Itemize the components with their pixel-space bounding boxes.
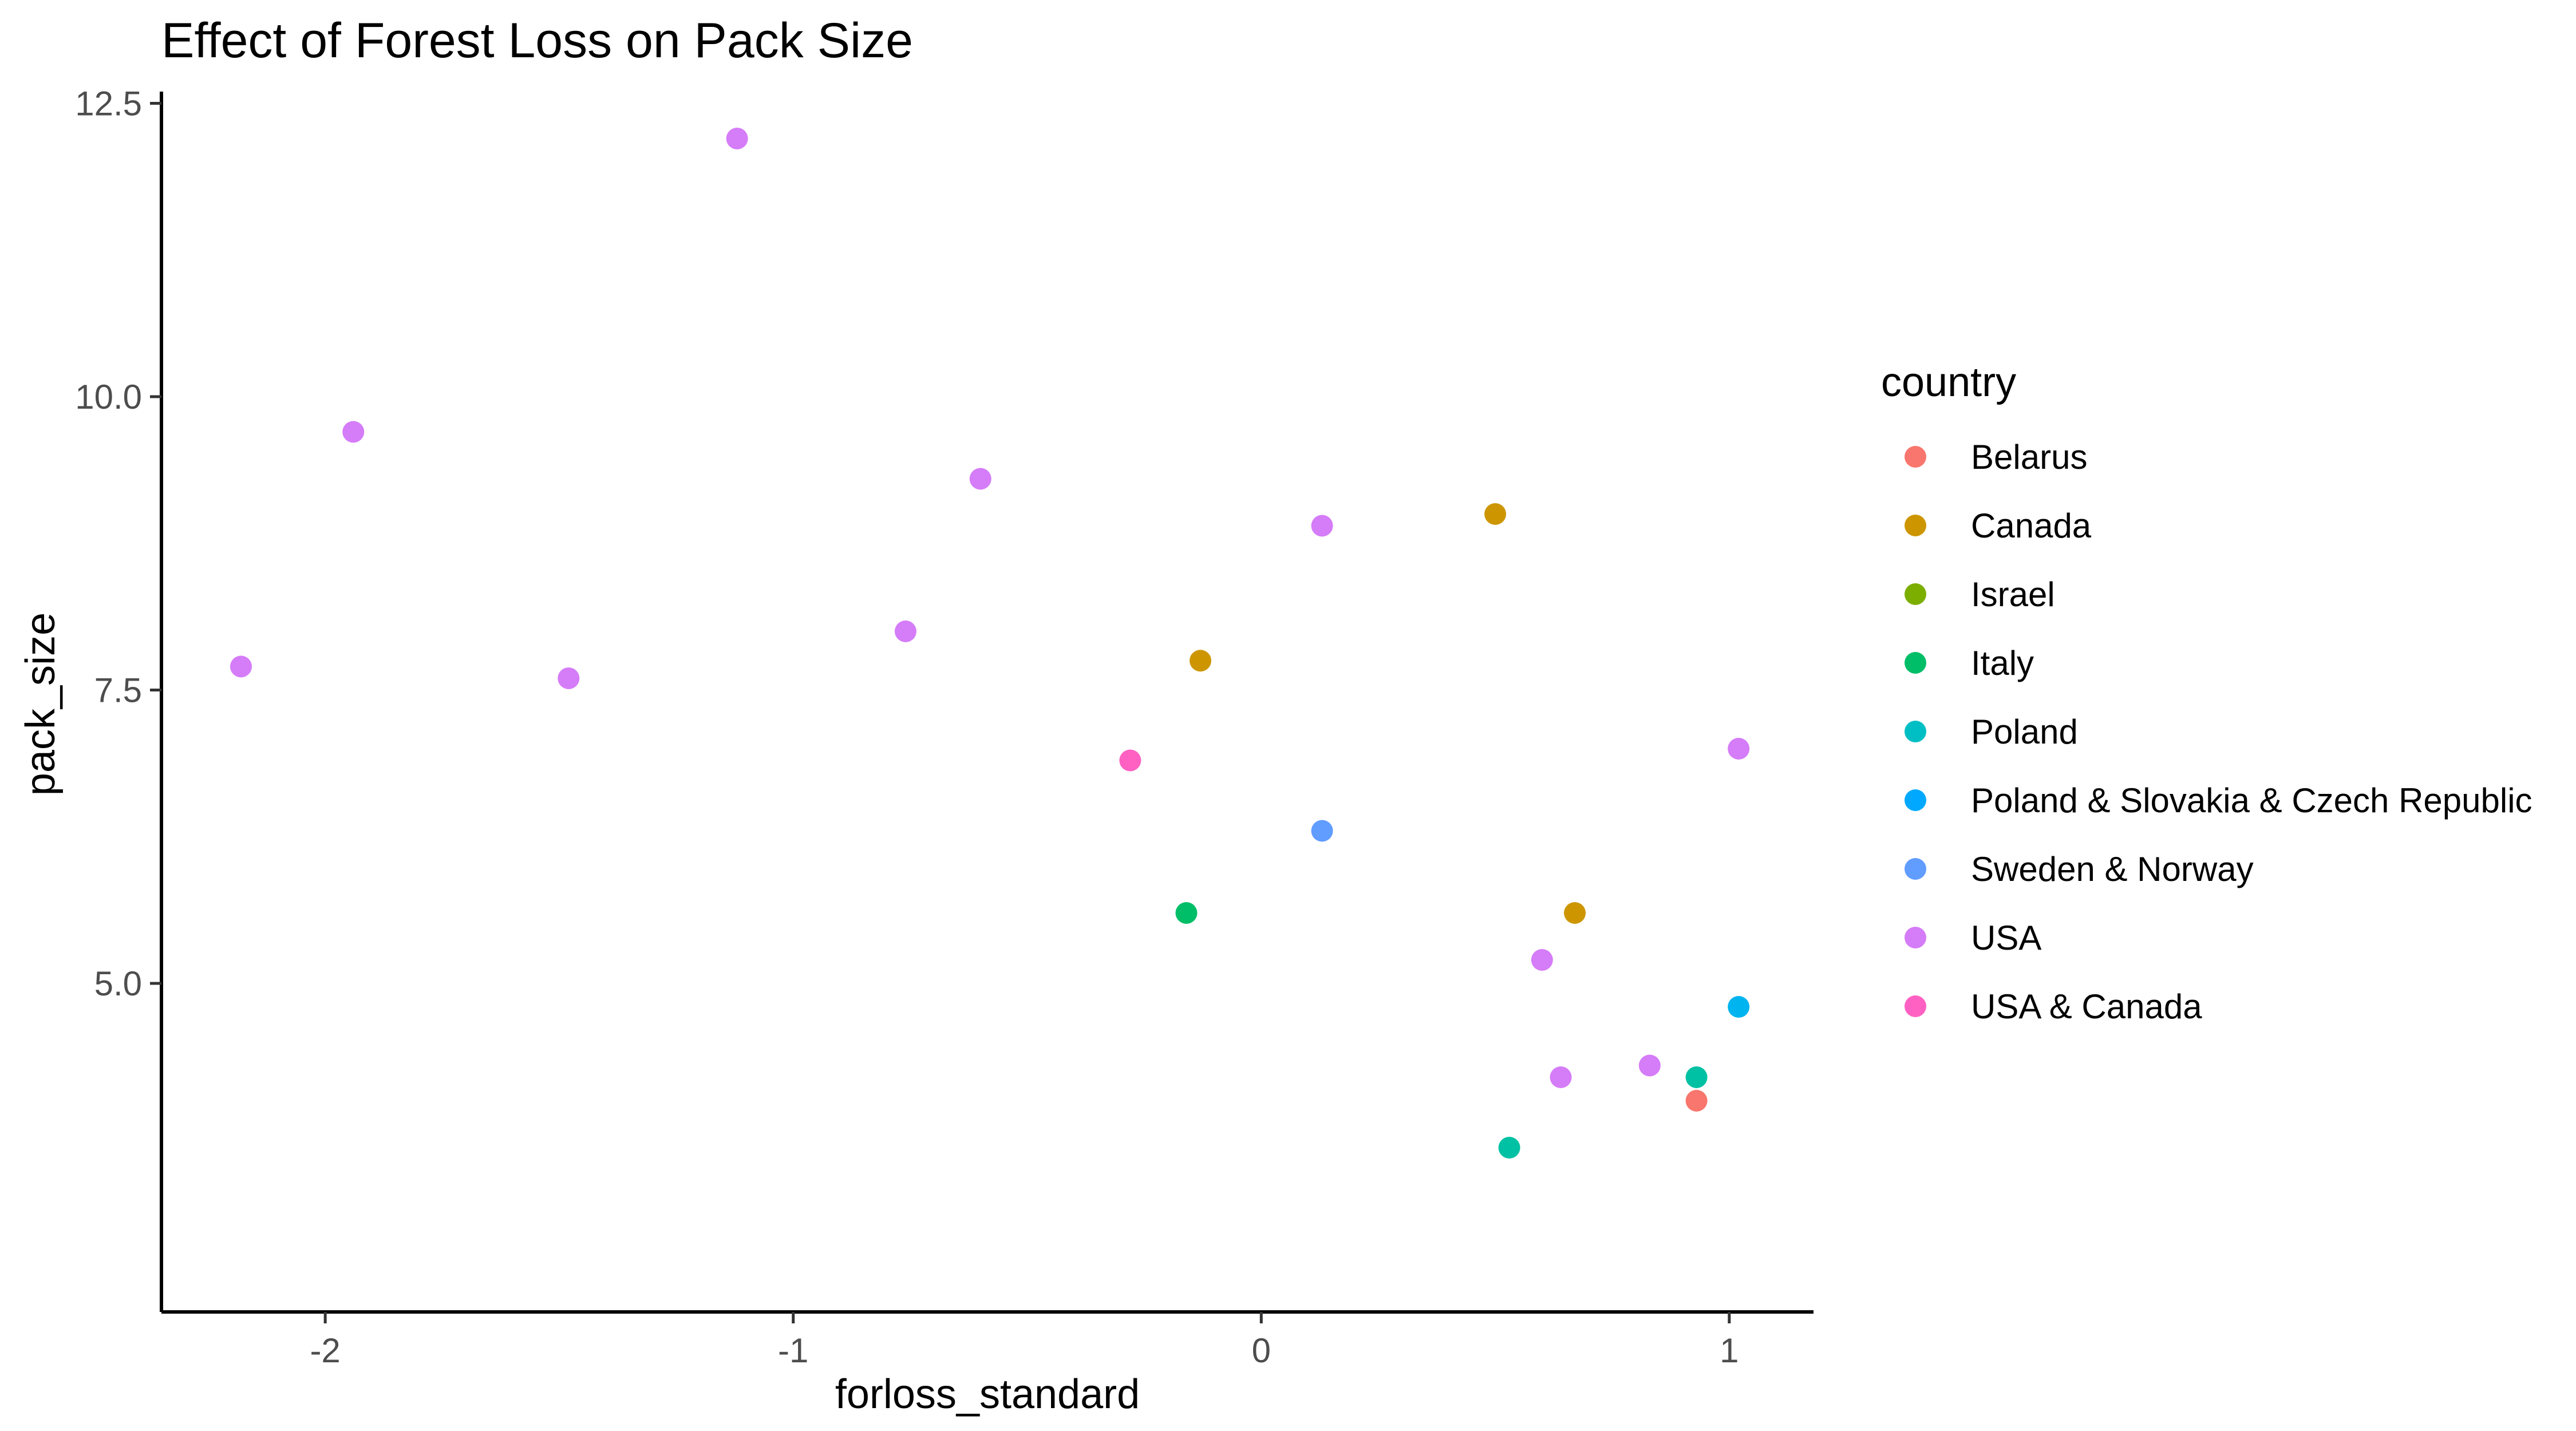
- x-tick-label: -2: [310, 1331, 340, 1370]
- legend-key: [1905, 583, 1926, 605]
- legend-key: [1905, 446, 1926, 468]
- data-point: [894, 620, 916, 642]
- legend-key: [1905, 515, 1926, 536]
- legend-label: USA: [1971, 919, 2041, 957]
- data-point: [1119, 749, 1141, 772]
- x-axis-ticks: -2 -1 0 1: [310, 1312, 1739, 1370]
- x-axis-title: forloss_standard: [835, 1371, 1140, 1417]
- data-point: [1311, 820, 1333, 842]
- y-axis-ticks: 5.0 7.5 10.0 12.5: [75, 85, 161, 1003]
- data-point: [1564, 902, 1586, 924]
- data-point: [1175, 902, 1198, 924]
- x-tick-label: -1: [778, 1331, 808, 1370]
- y-axis-title: pack_size: [18, 612, 64, 796]
- y-tick-label: 5.0: [94, 964, 142, 1003]
- legend-label: Canada: [1971, 507, 2092, 545]
- x-tick-label: 0: [1252, 1331, 1271, 1370]
- data-point: [1685, 1066, 1708, 1088]
- legend-label: Poland: [1971, 713, 2078, 751]
- data-point: [1311, 515, 1333, 537]
- legend-label: USA & Canada: [1971, 987, 2202, 1026]
- data-point: [1728, 996, 1750, 1018]
- data-point: [1484, 503, 1507, 525]
- data-point: [558, 667, 580, 689]
- legend-label: Belarus: [1971, 438, 2087, 476]
- legend-key: [1905, 995, 1926, 1017]
- legend-key: [1905, 789, 1926, 811]
- legend-label: Poland & Slovakia & Czech Republic: [1971, 781, 2532, 820]
- chart-title: Effect of Forest Loss on Pack Size: [161, 13, 913, 68]
- data-point: [230, 655, 252, 678]
- y-tick-label: 12.5: [75, 85, 142, 123]
- data-point: [1550, 1066, 1572, 1088]
- x-tick-label: 1: [1720, 1331, 1739, 1370]
- data-point: [726, 128, 748, 149]
- legend-key: [1905, 858, 1926, 880]
- data-point: [1728, 738, 1750, 760]
- legend-key: [1905, 652, 1926, 674]
- y-tick-label: 7.5: [94, 671, 142, 710]
- legend-entries: Belarus Canada Israel Italy Poland Poland & S…: [1905, 438, 2532, 1026]
- data-point: [1498, 1137, 1520, 1159]
- legend-label: Italy: [1971, 644, 2034, 682]
- data-point: [1638, 1054, 1661, 1077]
- data-point: [1531, 949, 1553, 971]
- legend-key: [1905, 927, 1926, 948]
- data-point: [1685, 1090, 1708, 1112]
- y-tick-label: 10.0: [75, 378, 142, 416]
- legend-key: [1905, 721, 1926, 742]
- plot-area: [230, 128, 1750, 1159]
- legend-label: Sweden & Norway: [1971, 850, 2254, 888]
- data-point: [1189, 650, 1211, 672]
- legend: country Belarus Canada Israel Italy Poland Po…: [1881, 359, 2532, 1026]
- legend-title: country: [1881, 359, 2016, 405]
- data-point: [342, 421, 365, 443]
- data-point: [969, 468, 991, 490]
- legend-label: Israel: [1971, 575, 2055, 614]
